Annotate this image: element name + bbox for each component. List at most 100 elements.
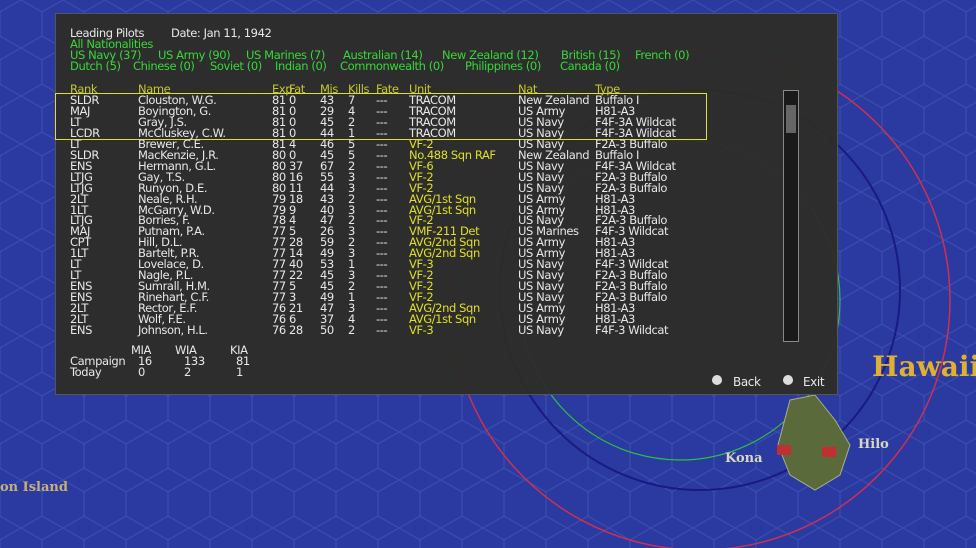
summary-header: WIA — [175, 343, 197, 357]
cell: H81-A3 — [595, 191, 635, 206]
summary-cell: 81 — [236, 354, 250, 368]
column-header[interactable]: Kills — [348, 82, 370, 96]
cell: F4F-3A Wildcat — [595, 125, 676, 140]
cell: Buffalo I — [595, 147, 640, 162]
nationality-filter[interactable]: Australian (14) — [343, 48, 423, 62]
cell[interactable]: Hill, D.L. — [138, 235, 183, 250]
cell[interactable]: Hermann, G.L. — [138, 158, 216, 173]
cell: LTJG — [70, 213, 93, 228]
cell: US Navy — [518, 180, 564, 195]
nationality-filter[interactable]: US Army (90) — [158, 48, 231, 62]
column-header[interactable]: Rank — [70, 82, 98, 96]
cell[interactable]: McGarry, W.D. — [138, 202, 215, 217]
nationality-filter[interactable]: US Marines (7) — [246, 48, 325, 62]
cell: 0 — [289, 114, 296, 129]
cell: 77 — [272, 257, 286, 272]
cell: AVG/2nd Sqn — [409, 235, 480, 250]
column-header[interactable]: Exp — [272, 82, 293, 96]
cell: VF-2 — [409, 290, 434, 305]
summary-header: KIA — [230, 343, 248, 357]
cell[interactable]: McCluskey, C.W. — [138, 125, 226, 140]
column-header[interactable]: Unit — [409, 82, 431, 96]
cell: TRACOM — [409, 103, 456, 118]
cell[interactable]: Gay, T.S. — [138, 169, 185, 184]
cell: 55 — [320, 169, 334, 184]
cell[interactable]: Sumrall, H.M. — [138, 279, 210, 294]
button-icon[interactable] — [783, 375, 793, 385]
cell: LT — [70, 136, 82, 151]
cell[interactable]: MacKenzie, J.R. — [138, 147, 219, 162]
column-header[interactable]: Name — [138, 82, 171, 96]
cell: --- — [376, 202, 388, 217]
cell[interactable]: Lovelace, D. — [138, 257, 204, 272]
cell: 49 — [320, 290, 334, 305]
column-header[interactable]: Mis — [320, 82, 338, 96]
nationality-filter[interactable]: British (15) — [561, 48, 621, 62]
cell: --- — [376, 257, 388, 272]
cell: F2A-3 Buffalo — [595, 279, 668, 294]
button[interactable]: Back — [733, 375, 761, 389]
column-header[interactable]: Nat — [518, 82, 537, 96]
cell: US Navy — [518, 114, 564, 129]
nationality-filter[interactable]: French (0) — [635, 48, 690, 62]
cell[interactable]: Runyon, D.E. — [138, 180, 208, 195]
column-header[interactable]: Type — [595, 82, 620, 96]
column-header[interactable]: Fat — [289, 82, 305, 96]
cell: US Navy — [518, 213, 564, 228]
cell[interactable]: Putnam, P.A. — [138, 224, 205, 239]
summary-header: MIA — [131, 343, 151, 357]
cell: 1 — [348, 125, 355, 140]
cell: 3 — [348, 301, 355, 316]
cell: 77 — [272, 246, 286, 261]
cell: ENS — [70, 290, 92, 305]
summary-cell: 16 — [138, 354, 152, 368]
nationality-filter[interactable]: Canada (0) — [560, 59, 620, 73]
nationality-filter[interactable]: Soviet (0) — [210, 59, 262, 73]
cell[interactable]: Gray, J.S. — [138, 114, 187, 129]
summary-cell: 0 — [138, 365, 145, 379]
cell: AVG/1st Sqn — [409, 202, 476, 217]
cell: 5 — [289, 279, 296, 294]
nationality-filter[interactable]: Philippines (0) — [465, 59, 541, 73]
cell[interactable]: Clouston, W.G. — [138, 93, 217, 107]
button[interactable]: Exit — [803, 375, 825, 389]
nationality-filter[interactable]: US Navy (37) — [70, 48, 142, 62]
nationality-filter[interactable]: Commonwealth (0) — [340, 59, 444, 73]
cell: --- — [376, 322, 388, 337]
filter[interactable]: All Nationalities — [70, 37, 153, 51]
cell[interactable]: Johnson, H.L. — [138, 322, 208, 337]
nationality-filter[interactable]: New Zealand (12) — [442, 48, 539, 62]
cell: VF-3 — [409, 257, 434, 272]
cell: 3 — [348, 246, 355, 261]
cell: 4 — [289, 213, 296, 228]
cell: 80 — [272, 147, 286, 162]
cell: 77 — [272, 235, 286, 250]
button-icon[interactable] — [712, 375, 722, 385]
cell: LTJG — [70, 180, 93, 195]
cell: 1 — [348, 257, 355, 272]
nationality-filter[interactable]: Indian (0) — [275, 59, 327, 73]
cell: 44 — [320, 125, 334, 140]
scrollbar[interactable] — [783, 90, 799, 342]
column-header[interactable]: Fate — [376, 82, 399, 96]
cell[interactable]: Brewer, C.E. — [138, 136, 204, 151]
cell[interactable]: Boyington, G. — [138, 103, 212, 118]
cell[interactable]: Rector, E.F. — [138, 301, 198, 316]
nationality-filter[interactable]: Chinese (0) — [133, 59, 195, 73]
cell: --- — [376, 125, 388, 140]
cell[interactable]: Neale, R.H. — [138, 191, 198, 206]
highlight-box — [55, 93, 707, 140]
cell: VF-6 — [409, 158, 434, 173]
summary-cell: 1 — [236, 365, 243, 379]
nationality-filter[interactable]: Dutch (5) — [70, 59, 121, 73]
cell[interactable]: Borries, F. — [138, 213, 190, 228]
cell[interactable]: Rinehart, C.F. — [138, 290, 209, 305]
cell: SLDR — [70, 93, 99, 107]
cell: --- — [376, 268, 388, 283]
cell: 80 — [272, 169, 286, 184]
cell[interactable]: Bartelt, P.R. — [138, 246, 200, 261]
cell[interactable]: Wolf, F.E. — [138, 312, 186, 326]
cell[interactable]: Nagle, P.L. — [138, 268, 193, 283]
cell: F4F-3 Wildcat — [595, 322, 669, 337]
cell: AVG/1st Sqn — [409, 312, 476, 326]
